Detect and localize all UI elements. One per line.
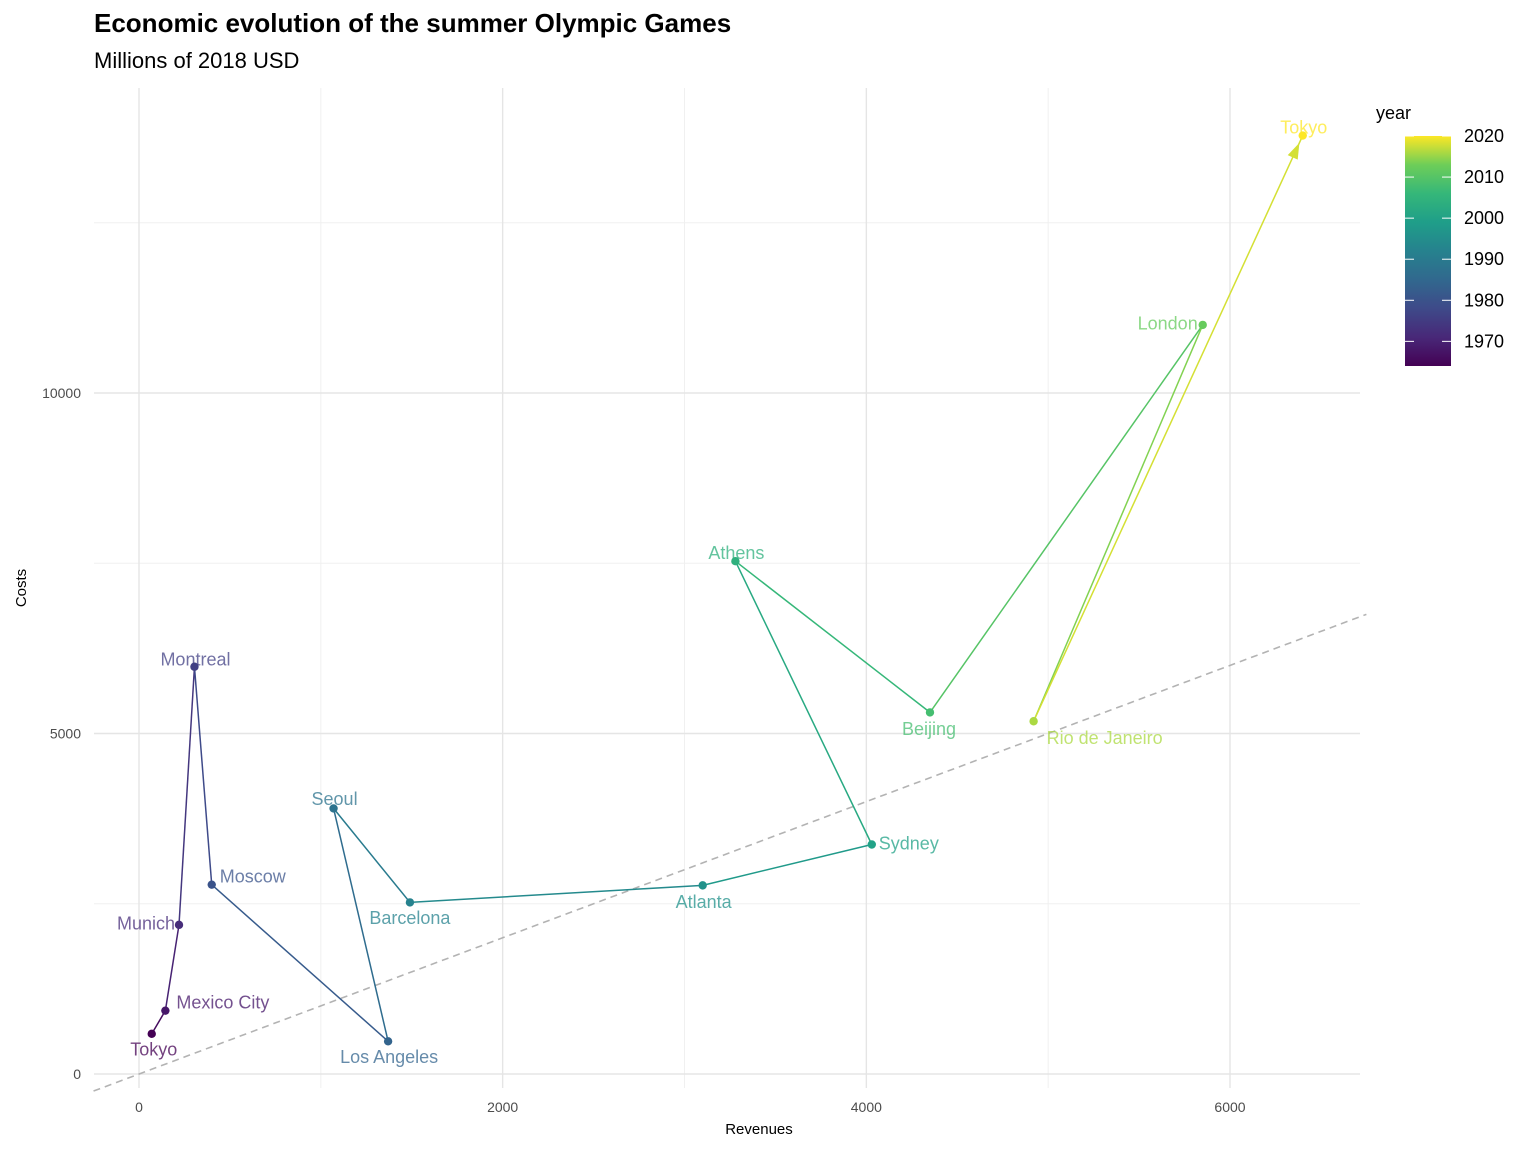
x-tick-label: 0 — [135, 1099, 143, 1115]
legend-colorbar — [1405, 136, 1451, 366]
city-label: Beijing — [902, 719, 956, 739]
city-label: Tokyo — [1280, 117, 1327, 137]
path-segment — [734, 560, 873, 845]
data-point — [383, 1037, 393, 1046]
data-point — [329, 804, 338, 813]
data-point — [174, 920, 184, 930]
data-point — [161, 1006, 170, 1015]
data-point — [1298, 131, 1307, 140]
chart-subtitle: Millions of 2018 USD — [94, 48, 300, 73]
path-segment — [332, 808, 389, 1042]
legend-label: 1980 — [1464, 290, 1504, 310]
legend-label: 1990 — [1464, 249, 1504, 269]
data-point — [731, 557, 740, 566]
path-segment — [1032, 324, 1204, 722]
city-label: Moscow — [220, 866, 287, 886]
data-point — [1029, 717, 1038, 726]
path-segment — [734, 560, 931, 713]
arrow-head — [1287, 142, 1300, 160]
data-point — [867, 840, 876, 849]
city-label: Athens — [708, 543, 764, 563]
data-point — [405, 898, 415, 907]
data-point — [698, 881, 707, 890]
x-axis-title: Revenues — [725, 1121, 793, 1138]
legend-label: 2010 — [1464, 167, 1504, 187]
path-segment — [211, 884, 389, 1042]
path-segment — [164, 924, 180, 1011]
city-label: Munich — [117, 914, 175, 934]
data-point — [207, 880, 216, 889]
reference-line — [93, 613, 1367, 1092]
y-tick-label: 0 — [73, 1066, 81, 1082]
y-tick-label: 5000 — [50, 726, 81, 742]
path-segment — [332, 807, 411, 903]
y-tick-label: 10000 — [42, 385, 81, 401]
path-segment — [1032, 135, 1304, 722]
chart-title: Economic evolution of the summer Olympic… — [94, 8, 732, 38]
y-axis-title: Costs — [13, 569, 30, 607]
path-segment — [702, 843, 872, 887]
city-label: Montreal — [160, 650, 230, 670]
city-label: Tokyo — [130, 1040, 177, 1060]
city-label: London — [1138, 314, 1198, 334]
path-segment — [178, 666, 196, 925]
path-segment — [409, 884, 703, 904]
city-label: Sydney — [879, 833, 939, 853]
x-tick-label: 2000 — [487, 1099, 518, 1115]
legend-title: year — [1376, 103, 1411, 123]
x-tick-label: 6000 — [1214, 1099, 1245, 1115]
data-point — [147, 1029, 156, 1039]
x-tick-label: 4000 — [851, 1099, 882, 1115]
data-point — [1198, 320, 1207, 330]
city-label: Atlanta — [676, 892, 733, 912]
city-label: Los Angeles — [340, 1047, 438, 1067]
path-segment — [151, 1010, 167, 1035]
legend-label: 2000 — [1464, 208, 1504, 228]
city-label: Barcelona — [369, 908, 451, 928]
legend-label: 1970 — [1464, 331, 1504, 351]
city-label: Rio de Janeiro — [1047, 728, 1163, 748]
data-point — [190, 662, 199, 671]
path-segment — [193, 666, 213, 885]
city-label: Mexico City — [176, 992, 269, 1012]
city-label: Seoul — [312, 789, 358, 809]
path-segment — [929, 324, 1204, 713]
data-point — [925, 708, 935, 717]
legend-label: 2020 — [1464, 126, 1504, 146]
